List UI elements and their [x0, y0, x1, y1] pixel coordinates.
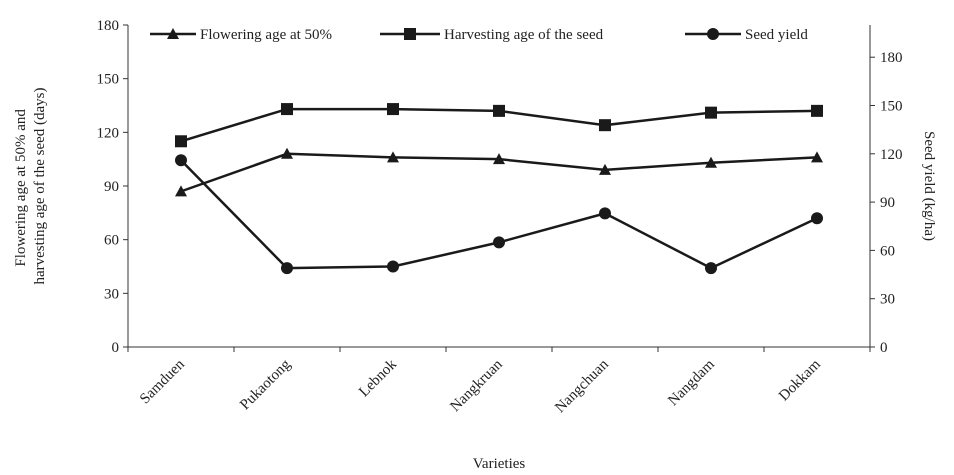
right-y-tick-label: 180: [880, 50, 903, 66]
right-y-tick-label: 150: [880, 99, 903, 115]
series-group: [175, 103, 823, 275]
data-point: [705, 106, 717, 119]
left-y-tick-label: 150: [97, 72, 120, 88]
legend-item: Seed yield: [685, 27, 808, 43]
x-ticks: Samduen Pukaotong Lebnok Nangkruan Nangchuan…: [127, 347, 871, 416]
data-point: [599, 207, 611, 220]
data-point: [493, 153, 505, 165]
x-tick-label: Nangkruan: [447, 356, 506, 415]
left-y-tick-label: 30: [104, 286, 119, 302]
right-y-tick-label: 30: [880, 292, 895, 308]
data-point: [493, 236, 505, 249]
series-square: [175, 103, 823, 148]
left-y-tick-label: 0: [112, 340, 120, 356]
right-y-tick-label: 90: [880, 195, 895, 211]
data-point: [281, 147, 293, 159]
data-point: [493, 104, 505, 117]
legend-item: Harvesting age of the seed: [380, 27, 604, 43]
legend-marker: [707, 28, 719, 40]
data-point: [811, 104, 823, 117]
data-point: [175, 185, 187, 197]
data-point: [387, 103, 399, 116]
x-tick-label: Pukaotong: [237, 356, 294, 413]
legend-label: Harvesting age of the seed: [444, 27, 604, 43]
left-y-axis-title-line-1: Flowering age at 50% and: [13, 109, 29, 267]
legend-marker: [404, 28, 416, 40]
data-point: [811, 151, 823, 163]
left-y-tick-label: 120: [97, 125, 120, 141]
x-tick-label: Dokkam: [776, 356, 824, 404]
left-y-axis-title-line-2: harvesting age of the seed (days): [32, 87, 48, 284]
data-point: [175, 135, 187, 148]
data-point: [705, 262, 717, 275]
legend-marker: [167, 28, 179, 39]
data-point: [387, 260, 399, 273]
right-y-tick-label: 0: [880, 340, 888, 356]
data-point: [599, 163, 611, 175]
left-y-tick-label: 90: [104, 179, 119, 195]
right-y-tick-label: 60: [880, 243, 895, 259]
x-axis-title: Varieties: [473, 456, 526, 472]
data-point: [387, 151, 399, 163]
data-point: [281, 262, 293, 275]
left-y-tick-label: 180: [97, 18, 120, 34]
legend-label: Flowering age at 50%: [200, 27, 332, 43]
right-y-ticks: 0 30 60 90 120 150 180: [870, 50, 903, 356]
data-point: [599, 119, 611, 132]
data-point: [175, 154, 187, 167]
legend-label: Seed yield: [745, 27, 808, 43]
x-tick-label: Nangdam: [665, 356, 718, 409]
data-point: [811, 212, 823, 225]
left-y-tick-label: 60: [104, 233, 119, 249]
x-tick-label: Samduen: [137, 356, 188, 407]
legend-item: Flowering age at 50%: [150, 27, 332, 43]
left-y-axis-title: Flowering age at 50% and harvesting age …: [13, 87, 48, 284]
plot-area: 0 30 60 90 120 150 180 0 30 60 90 120 150 180 Samdue…: [97, 18, 903, 416]
legend: Flowering age at 50% Harvesting age of th…: [150, 27, 808, 43]
left-y-ticks: 0 30 60 90 120 150 180: [97, 18, 128, 356]
series-line: [180, 159, 818, 270]
data-point: [705, 156, 717, 168]
right-y-axis-title: Seed yield (kg/ha): [921, 131, 937, 241]
series-circle: [175, 154, 823, 275]
data-point: [281, 103, 293, 116]
series-triangle: [175, 147, 823, 197]
x-tick-label: Lebnok: [356, 356, 400, 400]
x-tick-label: Nangchuan: [552, 356, 612, 416]
right-y-tick-label: 120: [880, 147, 903, 163]
